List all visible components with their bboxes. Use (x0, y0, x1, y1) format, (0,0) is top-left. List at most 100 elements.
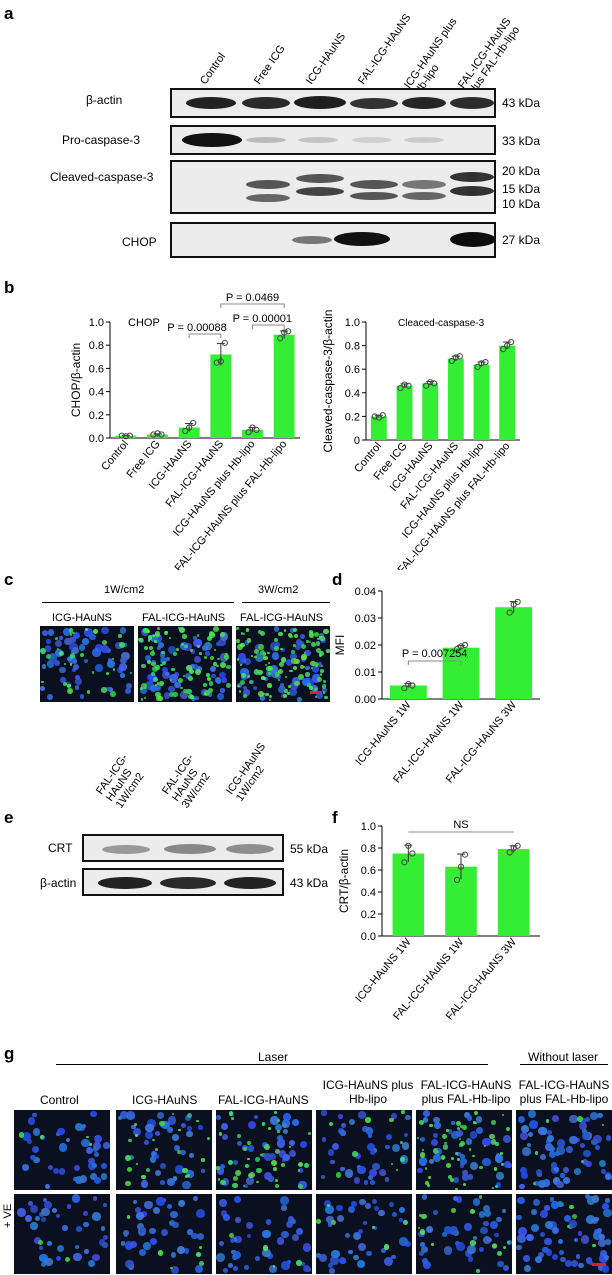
nucleus (422, 1261, 431, 1270)
column-label: FAL-ICG-HAuNS plus FAL-Hb-lipo (518, 1078, 610, 1106)
micrograph (138, 626, 232, 702)
fluorescent-signal (241, 673, 247, 679)
nucleus (159, 1179, 165, 1185)
fluorescent-signal (183, 688, 188, 694)
nucleus (526, 1142, 532, 1148)
nucleus (253, 685, 258, 690)
blot-band (402, 192, 446, 200)
fluorescent-signal (125, 1180, 131, 1186)
nucleus (264, 1153, 272, 1162)
nucleus (324, 1199, 332, 1207)
nucleus (330, 1256, 339, 1266)
nucleus (62, 1224, 69, 1231)
nucleus (289, 688, 298, 697)
nucleus (100, 1226, 106, 1231)
nucleus (223, 1267, 229, 1273)
fluorescent-signal (545, 1119, 550, 1124)
data-point (431, 380, 438, 387)
nucleus (336, 1204, 343, 1212)
nucleus (419, 1242, 426, 1248)
blot-band (102, 845, 150, 854)
micrograph (40, 626, 134, 702)
nucleus (155, 1131, 161, 1136)
nucleus (583, 1149, 591, 1158)
fluorescent-signal (292, 665, 298, 671)
nucleus (494, 1154, 504, 1163)
fluorescent-signal (287, 691, 291, 695)
fluorescent-signal (195, 1251, 201, 1257)
fluorescent-signal (455, 1187, 458, 1190)
fluorescent-signal (319, 636, 322, 639)
fluorescent-signal (455, 1152, 459, 1156)
nucleus (336, 1215, 345, 1223)
nucleus (159, 1162, 167, 1170)
fluorescent-signal (257, 690, 264, 697)
nucleus (552, 1177, 560, 1185)
bar (242, 429, 263, 438)
fluorescent-signal (195, 670, 199, 674)
data-point (514, 598, 521, 605)
column-label: ICG-HAuNS (132, 1093, 198, 1107)
fluorescent-signal (493, 1167, 498, 1171)
nucleus (305, 665, 310, 671)
fluorescent-signal (159, 1120, 165, 1126)
nucleus (562, 1167, 569, 1174)
nucleus (433, 1209, 438, 1215)
nucleus (126, 683, 132, 689)
fluorescent-signal (327, 1204, 331, 1208)
fluorescent-signal (580, 1160, 584, 1164)
nucleus (554, 1150, 560, 1157)
nucleus (30, 1222, 38, 1230)
nucleus (558, 1249, 565, 1256)
nucleus (83, 659, 88, 663)
lane-label: FAL-ICG-HAuNS 3W/cm2 (160, 751, 213, 811)
nucleus (103, 1234, 109, 1241)
nucleus (159, 652, 166, 658)
nucleus (25, 1214, 33, 1222)
fluorescent-signal (266, 665, 272, 671)
y-axis-label: CHOP/β-actin (69, 343, 83, 417)
nucleus (459, 1162, 465, 1168)
nucleus (391, 1254, 396, 1260)
panel-label-a: a (4, 4, 14, 23)
fluorescent-signal (246, 638, 251, 643)
fluorescent-signal (151, 671, 155, 676)
nucleus (246, 1221, 254, 1229)
fluorescent-signal (416, 1136, 420, 1140)
fluorescence-image (516, 1194, 612, 1274)
data-point (371, 413, 378, 420)
row-label-pro-caspase-3: Pro-caspase-3 (62, 133, 141, 147)
fluorescent-signal (424, 1167, 428, 1170)
group-label-laser: Laser (258, 1050, 289, 1064)
data-point (253, 426, 260, 433)
nucleus (348, 1249, 353, 1255)
data-point (118, 432, 125, 439)
nucleus (157, 636, 163, 642)
nucleus (73, 659, 78, 664)
nucleus (432, 1132, 438, 1138)
blot-cleaved-caspase-3 (170, 160, 496, 214)
nucleus (530, 1223, 540, 1233)
nucleus (145, 681, 154, 691)
nucleus (233, 1265, 239, 1271)
nucleus (195, 1265, 204, 1274)
nucleus (475, 1116, 483, 1123)
fluorescent-signal (420, 1229, 426, 1235)
fluorescent-signal (138, 637, 142, 641)
fluorescent-signal (322, 680, 326, 684)
nucleus (537, 1172, 542, 1177)
nucleus (463, 1111, 471, 1119)
nucleus (496, 1217, 502, 1223)
significance-bracket (220, 303, 285, 308)
y-tick-label: 0.03 (355, 613, 376, 625)
nucleus (243, 689, 250, 696)
nucleus (520, 1131, 528, 1140)
nucleus (423, 1110, 431, 1118)
data-point (213, 359, 220, 366)
nucleus (153, 634, 162, 644)
fluorescent-signal (135, 1134, 139, 1138)
nucleus (455, 1242, 465, 1251)
nucleus (605, 1198, 611, 1203)
y-tick-label: 0.01 (355, 667, 376, 679)
fluorescent-signal (320, 664, 324, 668)
